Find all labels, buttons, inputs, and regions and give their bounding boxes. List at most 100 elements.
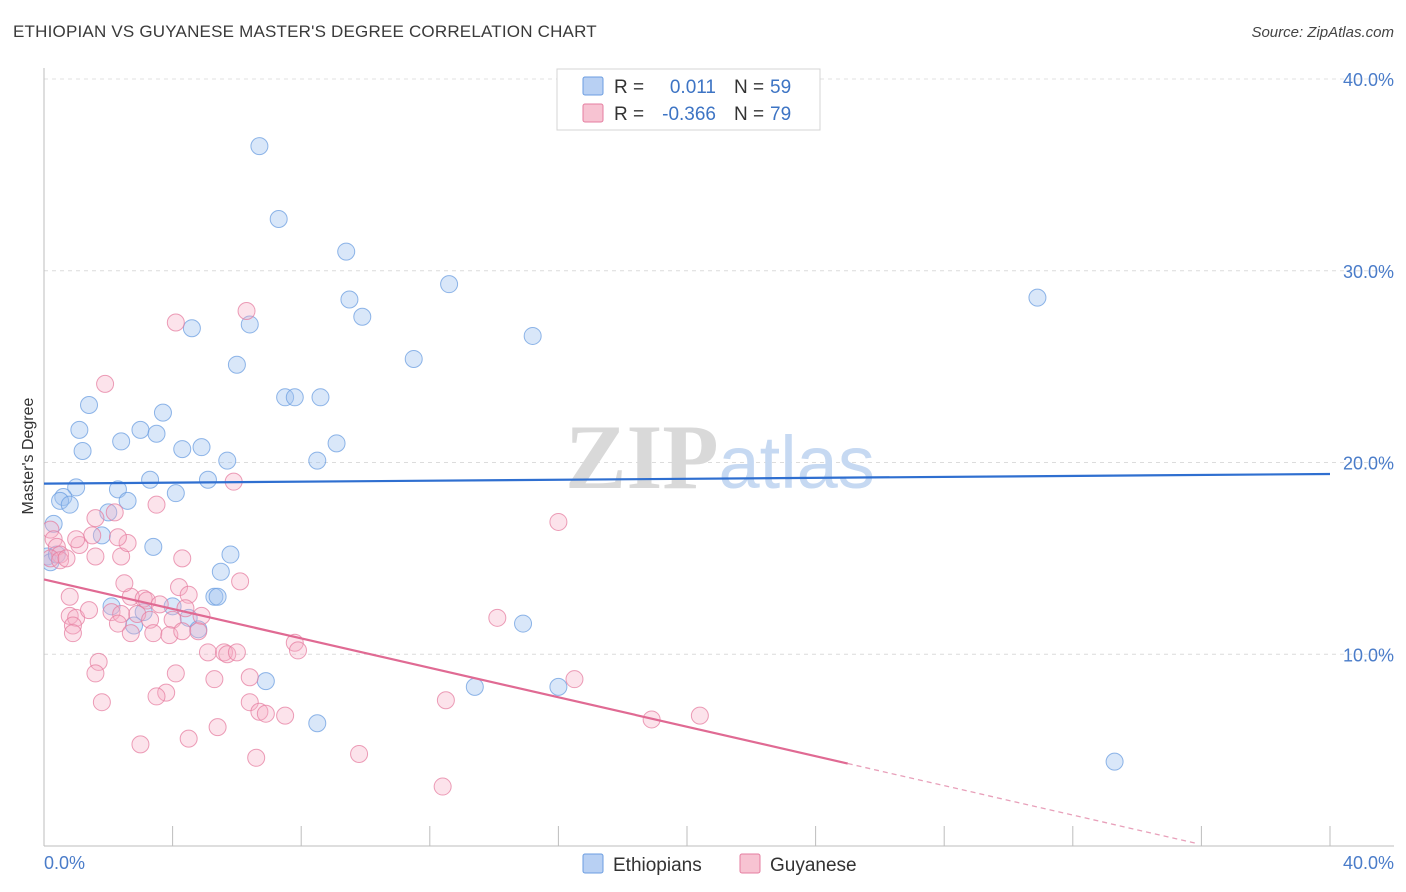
point-guyanese bbox=[105, 503, 124, 522]
point-guyanese bbox=[86, 547, 105, 566]
point-ethiopians bbox=[549, 677, 568, 696]
point-guyanese bbox=[488, 608, 507, 627]
point-guyanese bbox=[436, 691, 455, 710]
point-ethiopians bbox=[102, 597, 121, 616]
x-tick-min: 0.0% bbox=[44, 853, 85, 873]
point-guyanese bbox=[227, 643, 246, 662]
point-guyanese bbox=[433, 777, 452, 796]
legend-n-label-1: N = bbox=[734, 77, 764, 98]
point-guyanese bbox=[215, 643, 234, 662]
grid-lines bbox=[44, 78, 1394, 655]
point-ethiopians bbox=[44, 547, 57, 566]
point-guyanese bbox=[63, 624, 82, 643]
watermark-zip: ZIP bbox=[565, 406, 718, 508]
point-guyanese bbox=[112, 604, 131, 623]
chart-title: ETHIOPIAN VS GUYANESE MASTER'S DEGREE CO… bbox=[13, 22, 597, 41]
point-ethiopians bbox=[80, 395, 99, 414]
point-ethiopians bbox=[112, 432, 131, 451]
axes bbox=[43, 68, 1394, 847]
y-tick-labels: 10.0% 20.0% 30.0% 40.0% bbox=[1343, 70, 1394, 665]
point-ethiopians bbox=[353, 307, 372, 326]
series-legend: Ethiopians Guyanese bbox=[582, 853, 857, 876]
data-points bbox=[44, 137, 1124, 796]
point-guyanese bbox=[549, 512, 568, 531]
point-guyanese bbox=[96, 374, 115, 393]
point-guyanese bbox=[690, 706, 709, 725]
point-ethiopians bbox=[73, 441, 92, 460]
legend-r-label-2: R = bbox=[614, 104, 644, 125]
trend-line-ethiopians bbox=[43, 472, 1331, 485]
point-guyanese bbox=[157, 683, 176, 702]
point-guyanese bbox=[141, 610, 160, 629]
point-guyanese bbox=[89, 652, 108, 671]
point-guyanese bbox=[92, 693, 111, 712]
legend-n-label-2: N = bbox=[734, 104, 764, 125]
point-guyanese bbox=[288, 641, 307, 660]
point-ethiopians bbox=[285, 388, 304, 407]
legend-r-value-ethiopians: 0.011 bbox=[670, 77, 716, 98]
legend-swatch-guyanese bbox=[582, 103, 604, 123]
point-ethiopians bbox=[144, 537, 163, 556]
point-guyanese bbox=[67, 530, 86, 549]
point-ethiopians bbox=[166, 484, 185, 503]
point-ethiopians bbox=[173, 440, 192, 459]
point-ethiopians bbox=[134, 603, 153, 622]
point-ethiopians bbox=[256, 672, 275, 691]
point-guyanese bbox=[166, 664, 185, 683]
point-guyanese bbox=[115, 574, 134, 593]
point-ethiopians bbox=[523, 326, 542, 345]
trend-lines bbox=[43, 472, 1331, 845]
point-ethiopians bbox=[221, 545, 240, 564]
point-ethiopians bbox=[118, 491, 137, 510]
point-ethiopians bbox=[192, 438, 211, 457]
point-ethiopians bbox=[440, 275, 459, 294]
point-guyanese bbox=[250, 702, 269, 721]
trend-line-guyanese bbox=[43, 578, 848, 765]
point-ethiopians bbox=[1028, 288, 1047, 307]
point-guyanese bbox=[205, 670, 224, 689]
point-guyanese bbox=[51, 551, 70, 570]
point-guyanese bbox=[63, 616, 82, 635]
point-ethiopians bbox=[51, 491, 70, 510]
point-ethiopians bbox=[276, 388, 295, 407]
point-ethiopians bbox=[147, 424, 166, 443]
point-guyanese bbox=[179, 585, 198, 604]
point-guyanese bbox=[163, 610, 182, 629]
point-ethiopians bbox=[227, 355, 246, 374]
point-guyanese bbox=[121, 624, 140, 643]
point-ethiopians bbox=[269, 209, 288, 228]
point-ethiopians bbox=[340, 290, 359, 309]
point-ethiopians bbox=[131, 420, 150, 439]
watermark: ZIPatlas bbox=[565, 406, 875, 508]
point-guyanese bbox=[70, 535, 89, 554]
point-guyanese bbox=[108, 528, 127, 547]
point-ethiopians bbox=[108, 480, 127, 499]
legend-r-label-1: R = bbox=[614, 77, 644, 98]
point-guyanese bbox=[166, 313, 185, 332]
point-guyanese bbox=[118, 534, 137, 553]
y-tick-label: 30.0% bbox=[1343, 262, 1394, 282]
point-guyanese bbox=[350, 744, 369, 763]
point-guyanese bbox=[240, 693, 259, 712]
point-guyanese bbox=[565, 670, 584, 689]
watermark-atlas: atlas bbox=[719, 421, 875, 504]
point-guyanese bbox=[80, 601, 99, 620]
point-ethiopians bbox=[208, 587, 227, 606]
bottom-legend-ethiopians: Ethiopians bbox=[613, 855, 702, 876]
point-ethiopians bbox=[211, 562, 230, 581]
bottom-legend-guyanese: Guyanese bbox=[770, 855, 857, 876]
point-ethiopians bbox=[514, 614, 533, 633]
point-guyanese bbox=[247, 748, 266, 767]
point-guyanese bbox=[60, 587, 79, 606]
point-ethiopians bbox=[327, 434, 346, 453]
legend-r-value-guyanese: -0.366 bbox=[662, 104, 716, 125]
y-axis-label: Master's Degree bbox=[20, 397, 37, 514]
point-ethiopians bbox=[337, 242, 356, 261]
point-ethiopians bbox=[70, 420, 89, 439]
point-guyanese bbox=[237, 302, 256, 321]
point-guyanese bbox=[83, 526, 102, 545]
point-guyanese bbox=[147, 495, 166, 514]
point-ethiopians bbox=[198, 470, 217, 489]
point-guyanese bbox=[86, 664, 105, 683]
point-ethiopians bbox=[182, 319, 201, 338]
